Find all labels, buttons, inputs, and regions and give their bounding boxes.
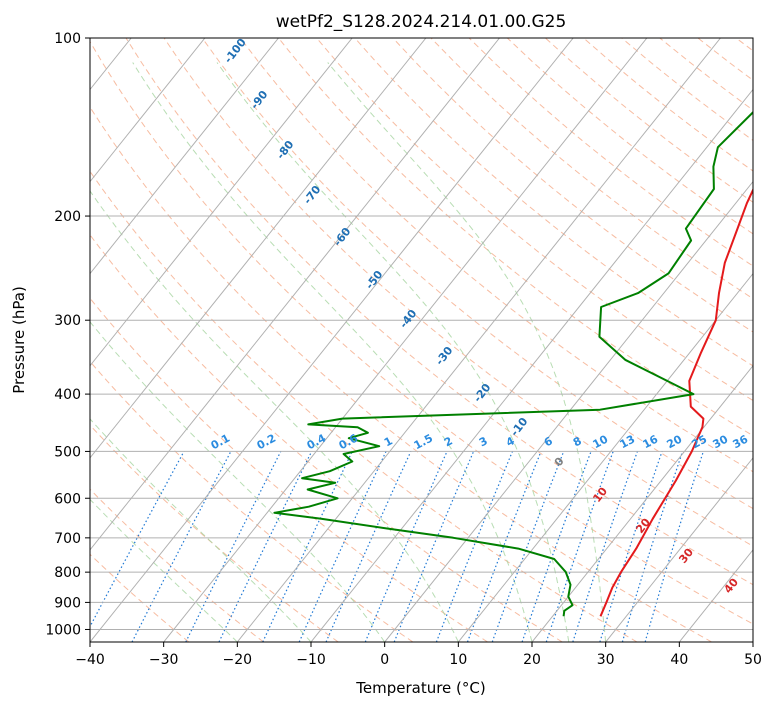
y-axis-label: Pressure (hPa) [10,286,28,394]
mixing-ratio-line [185,451,282,642]
moist-adiabat-line [132,62,533,642]
temperature-profile-line [599,187,753,617]
x-tick-label: −20 [223,652,253,668]
mixing-ratio-line [545,451,614,642]
x-tick-label: 50 [744,652,762,668]
dry-adiabat-line [90,234,563,642]
mixing-ratio-line [491,451,565,642]
y-tick-label: 700 [54,531,81,547]
x-tick-label: 30 [597,652,615,668]
dry-adiabat-line [392,38,753,333]
y-tick-label: 800 [54,565,81,581]
isotherm-line [90,38,206,183]
dry-adiabat-line [90,106,712,642]
isotherm-line [90,38,500,551]
dry-adiabat-line [90,40,753,625]
isotherm-line [457,272,753,642]
mixing-ratio-line [325,451,412,642]
dry-adiabat-line [316,38,753,402]
mixing-ratio-line [466,451,542,642]
mixing-ratio-label: 30 [711,432,731,451]
moist-adiabat-line [90,418,312,642]
dry-adiabat-line [201,38,753,510]
dry-adiabat-line [125,38,753,586]
mixing-ratio-line [572,451,638,642]
dry-adiabat-line [90,553,190,642]
grid [90,38,753,642]
y-tick-label: 200 [54,209,81,225]
y-tick-label: 900 [54,595,81,611]
x-tick-label: 10 [449,652,467,668]
moist-adiabat-line [90,498,238,642]
x-axis: −40 −30 −20 −10 0 10 20 30 40 50 [75,642,762,668]
dry-adiabat-line [278,38,753,437]
isotherm-line [90,38,427,459]
dry-adiabat-line [163,38,753,547]
isotherm-line [384,180,753,642]
mixing-ratio-label: 16 [641,432,661,451]
x-tick-label: 20 [523,652,541,668]
isotherm-line [605,457,753,642]
x-tick-label: −30 [149,652,179,668]
isotherm-line [90,38,574,642]
isotherm-line [90,38,279,275]
moist-adiabat-line [216,62,570,642]
mixing-ratio-line [599,451,663,642]
isotherm-line [90,38,353,367]
mixing-ratio-line [364,451,448,642]
sounding-profiles [273,110,753,617]
y-tick-label: 500 [54,444,81,460]
mixing-ratio-line [621,451,684,642]
x-axis-label: Temperature (°C) [355,679,485,697]
x-tick-label: 0 [380,652,389,668]
mixing-ratio-label: 20 [665,432,685,451]
y-tick-label: 600 [54,491,81,507]
y-axis: 100 200 300 400 500 600 700 800 900 1000 [45,31,90,638]
dry-adiabat-line [90,297,488,642]
x-tick-label: 40 [670,652,688,668]
x-tick-label: −10 [296,652,326,668]
y-tick-label: 400 [54,387,81,403]
mixing-ratio-label: 36 [731,432,751,451]
mixing-ratio-line [521,451,592,642]
plot-frame [89,37,754,643]
mixing-ratio-label: 13 [618,433,638,452]
y-tick-label: 100 [54,31,81,47]
y-tick-label: 300 [54,313,81,329]
dry-adiabat-line [90,424,339,642]
moist-adiabat-line [327,62,607,642]
isotherm-line [163,38,648,642]
isotherm-line [236,38,721,642]
mixing-ratio-line [90,451,185,628]
isotherm-line [310,88,753,642]
dry-adiabat-line [354,38,753,367]
x-tick-label: −40 [75,652,105,668]
plot-area [90,38,753,642]
moist-adiabat-line [90,321,386,642]
mixing-ratio-label: 10 [591,432,611,451]
chart-title: wetPf2_S128.2024.214.01.00.G25 [276,12,567,32]
y-tick-label: 1000 [45,622,81,638]
isotherm-line [531,364,753,642]
mixing-ratio-line [435,451,514,642]
dewpoint-profile-line [273,110,753,617]
dry-adiabat-line [90,170,638,642]
mixing-ratio-label: 25 [690,433,710,452]
